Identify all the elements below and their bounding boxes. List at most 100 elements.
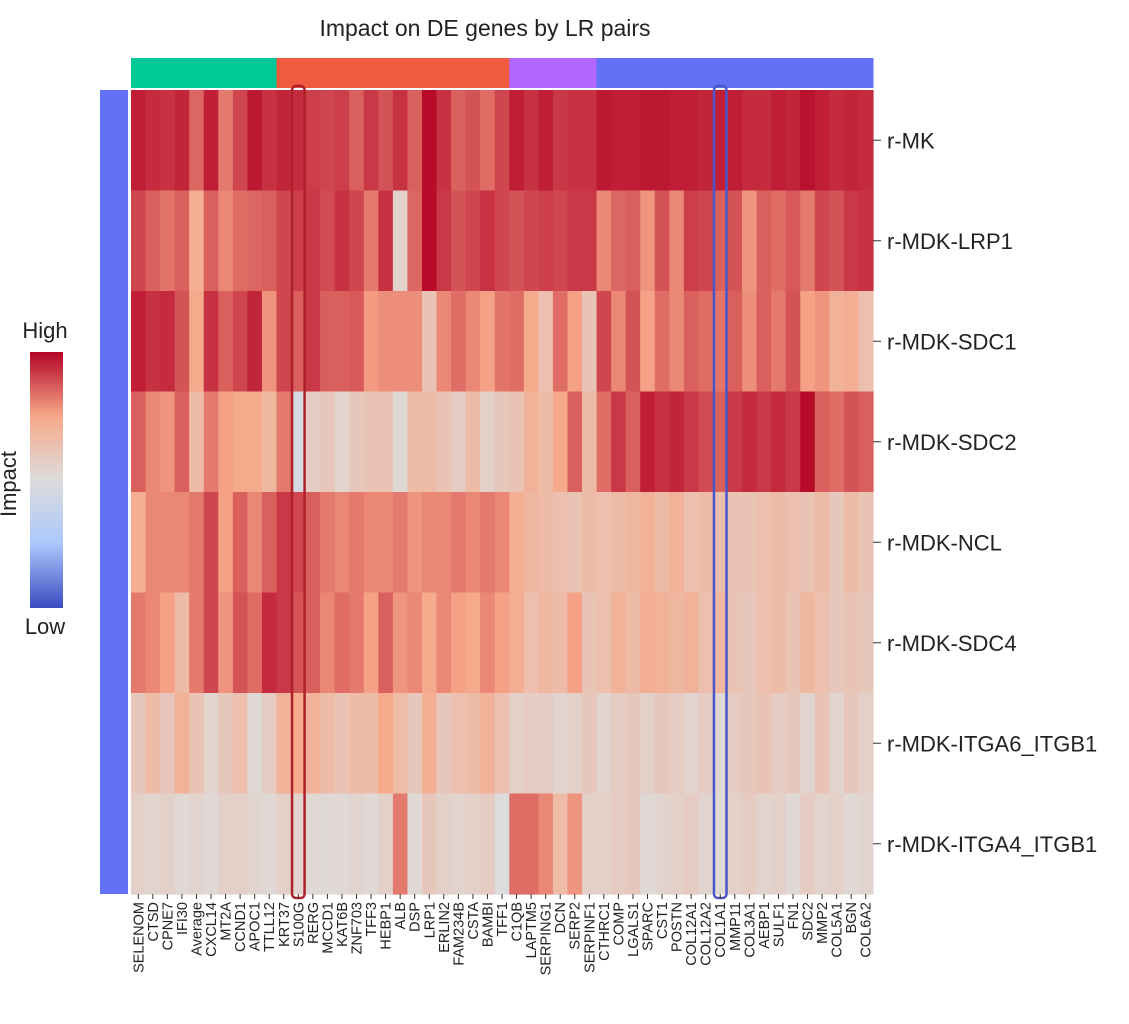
heatmap-cell [349, 492, 365, 594]
heatmap-cell [814, 391, 830, 493]
heatmap-cell [523, 793, 539, 895]
heatmap-cell [451, 90, 467, 192]
row-labels: r-MK r-MDK-LRP1 r-MDK-SDC1 r-MDK-SDC2 r-MDK-… [873, 128, 1097, 857]
heatmap-cell [203, 90, 219, 192]
heatmap-cell [509, 190, 525, 292]
heatmap-cell [392, 793, 409, 895]
heatmap-cell [858, 90, 874, 192]
heatmap-cell [174, 492, 190, 594]
heatmap-cell [756, 391, 772, 493]
column-label: SDC2 [801, 902, 817, 941]
heatmap-cell [596, 190, 612, 292]
heatmap-cell [785, 693, 801, 795]
heatmap-cell [480, 90, 496, 192]
column-label: LRP1 [422, 902, 438, 938]
heatmap-cell [465, 90, 481, 192]
column-label: CTHRC1 [597, 902, 613, 961]
column-label: ERLIN2 [437, 902, 453, 953]
heatmap-cell [407, 291, 423, 393]
heatmap-cell [683, 391, 700, 493]
heatmap-cell [465, 291, 481, 393]
heatmap-cell [305, 291, 321, 393]
heatmap-cell [247, 693, 263, 795]
heatmap-cell [421, 592, 438, 694]
heatmap-cell [698, 693, 714, 795]
heatmap-cell [232, 291, 248, 393]
heatmap-cell [218, 190, 234, 292]
heatmap-cell [640, 793, 656, 895]
heatmap-cell [712, 391, 729, 493]
heatmap-cell [596, 90, 612, 192]
heatmap-cell [247, 793, 263, 895]
heatmap-cell [363, 793, 379, 895]
column-label: ALB [393, 902, 409, 929]
heatmap-cell [523, 291, 539, 393]
heatmap-cell [858, 793, 874, 895]
column-label: APOC1 [248, 902, 264, 951]
heatmap-cell [363, 492, 379, 594]
heatmap-cell [451, 693, 467, 795]
column-group-1 [131, 58, 277, 88]
heatmap-cell [640, 291, 656, 393]
column-label: COL1A1 [713, 902, 729, 958]
heatmap-cell [392, 592, 409, 694]
row-label: r-MDK-SDC2 [887, 430, 1017, 455]
column-label: BGN [844, 902, 860, 933]
heatmap-cell [567, 190, 583, 292]
heatmap-cell [683, 90, 700, 192]
heatmap-cell [378, 391, 394, 493]
heatmap-cell [465, 391, 481, 493]
heatmap-cell [174, 592, 190, 694]
heatmap-cell [742, 693, 758, 795]
heatmap-cell [727, 291, 743, 393]
heatmap-cell [712, 492, 729, 594]
heatmap-cell [421, 291, 438, 393]
heatmap-cell [131, 391, 147, 493]
heatmap-cell [436, 793, 452, 895]
heatmap-cell [785, 90, 801, 192]
heatmap-cell [465, 693, 481, 795]
column-group-4 [596, 58, 874, 88]
heatmap-cell [261, 592, 278, 694]
heatmap-cell [291, 391, 307, 493]
heatmap-cell [611, 291, 627, 393]
heatmap-cell [305, 492, 321, 594]
heatmap-cell [756, 90, 772, 192]
heatmap-cell [189, 793, 205, 895]
heatmap-cell [785, 592, 801, 694]
heatmap-cell [494, 190, 510, 292]
column-label: COL12A2 [699, 902, 715, 966]
row-label: r-MDK-SDC4 [887, 631, 1017, 656]
heatmap-cell [232, 693, 248, 795]
heatmap-cell [611, 190, 627, 292]
heatmap-cell [451, 592, 467, 694]
heatmap-cell [829, 90, 845, 192]
heatmap-cell [174, 291, 190, 393]
heatmap-cell [771, 190, 787, 292]
heatmap-cell [436, 291, 452, 393]
heatmap-cell [567, 291, 583, 393]
heatmap-cell [756, 492, 772, 594]
heatmap-cell [349, 391, 365, 493]
heatmap-cell [712, 291, 729, 393]
heatmap-cell [640, 492, 656, 594]
heatmap-cell [698, 190, 714, 292]
heatmap-cell [538, 592, 554, 694]
heatmap-cell [407, 391, 423, 493]
heatmap-cell [218, 90, 234, 192]
heatmap-cell [305, 391, 321, 493]
heatmap-cell [465, 592, 481, 694]
heatmap-cell [276, 492, 292, 594]
heatmap-cell [611, 793, 627, 895]
heatmap-cell [320, 391, 336, 493]
heatmap-cell [291, 693, 307, 795]
heatmap-cell [843, 793, 860, 895]
column-label: HEBP1 [379, 902, 395, 950]
heatmap-cell [843, 693, 860, 795]
heatmap-cell [218, 391, 234, 493]
heatmap-cell [247, 391, 263, 493]
heatmap-cell [625, 291, 641, 393]
heatmap-cell [538, 492, 554, 594]
row-label: r-MDK-ITGA4_ITGB1 [887, 832, 1097, 857]
heatmap-cell [843, 190, 860, 292]
